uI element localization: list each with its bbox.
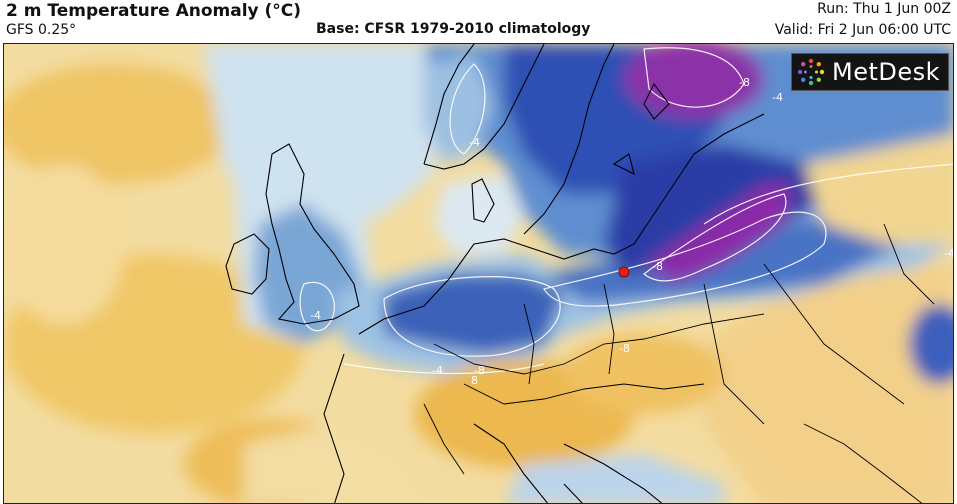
contour-label: -4 — [944, 247, 954, 260]
map-canvas: -4 -4 -8 -4 -8 -8 -4 -8 8 -4 — [4, 44, 954, 503]
contour-labels: -4 -4 -8 -4 -8 -8 -4 -8 8 -4 — [310, 76, 954, 387]
contour-label: -4 — [432, 364, 443, 377]
temperature-anomaly-map: -4 -4 -8 -4 -8 -8 -4 -8 8 -4 — [3, 43, 954, 504]
contour-label: -8 — [739, 76, 750, 89]
run-time-label: Run: Thu 1 Jun 00Z — [817, 1, 951, 17]
contour-label: 8 — [471, 374, 478, 387]
contour-label: -4 — [469, 136, 480, 149]
valid-time-label: Valid: Fri 2 Jun 06:00 UTC — [774, 22, 951, 38]
metdesk-starburst-icon — [797, 58, 825, 86]
metdesk-logo: MetDesk — [791, 53, 949, 91]
location-marker — [618, 266, 630, 278]
anomaly-contours — [299, 47, 953, 375]
coastlines — [225, 44, 935, 503]
logo-text: MetDesk — [832, 58, 941, 86]
contour-label: -4 — [772, 91, 783, 104]
contour-label: -8 — [474, 364, 485, 377]
contour-label: -8 — [652, 260, 663, 273]
climatology-base-label: Base: CFSR 1979-2010 climatology — [316, 21, 591, 37]
model-label: GFS 0.25° — [6, 22, 77, 38]
contour-label: -8 — [619, 342, 630, 355]
anomaly-field — [4, 44, 953, 503]
map-title: 2 m Temperature Anomaly (°C) — [6, 1, 302, 21]
contour-label: -4 — [310, 309, 321, 322]
map-header: 2 m Temperature Anomaly (°C) GFS 0.25° B… — [0, 0, 957, 42]
